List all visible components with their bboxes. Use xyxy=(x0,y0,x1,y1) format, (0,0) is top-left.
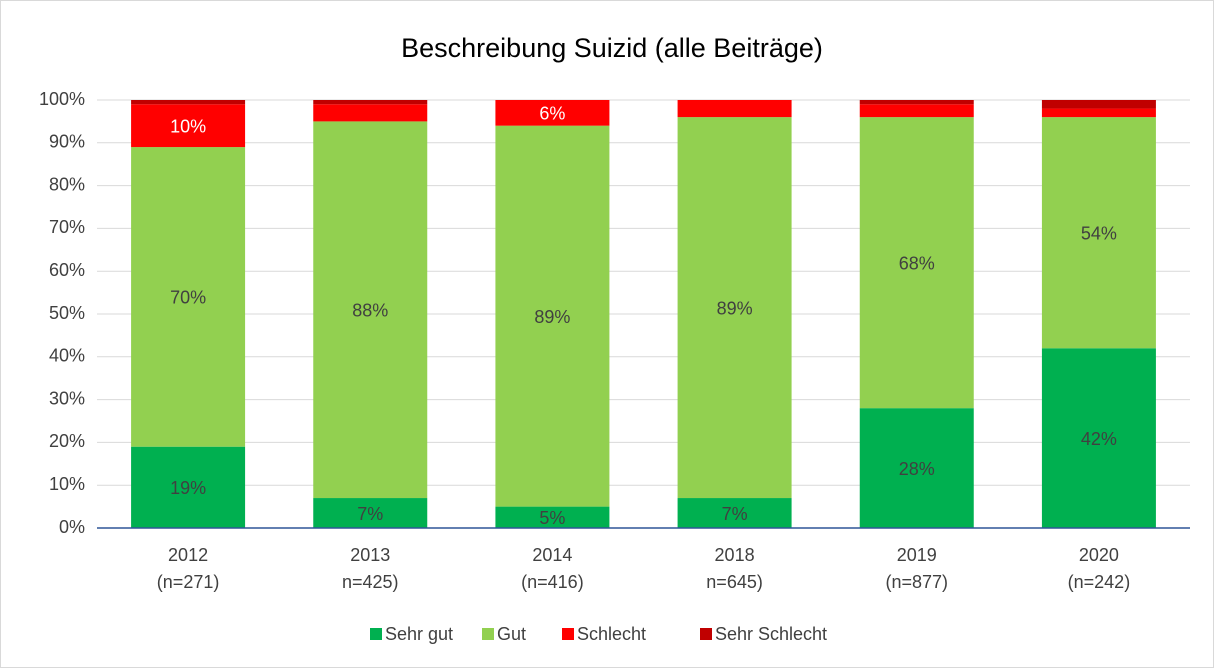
bar-segment xyxy=(1041,348,1156,528)
legend-swatch xyxy=(370,628,382,640)
y-tick-label: 60% xyxy=(49,260,85,280)
bar-segment xyxy=(1041,100,1156,109)
y-tick-label: 80% xyxy=(49,174,85,194)
x-tick-label: (n=271) xyxy=(157,572,220,592)
bar-segment xyxy=(495,125,610,507)
data-label: 70% xyxy=(170,288,206,308)
bar-segment xyxy=(677,498,792,528)
y-tick-label: 0% xyxy=(59,517,85,537)
data-label: 54% xyxy=(1081,223,1117,243)
x-tick-label: 2018 xyxy=(715,545,755,565)
x-tick-label: 2019 xyxy=(897,545,937,565)
data-label: 88% xyxy=(352,300,388,320)
data-label: 89% xyxy=(534,307,570,327)
bar-segment xyxy=(1041,117,1156,349)
y-tick-label: 90% xyxy=(49,132,85,152)
data-label: 5% xyxy=(539,508,565,528)
legend-label: Gut xyxy=(497,624,526,644)
chart-title: Beschreibung Suizid (alle Beiträge) xyxy=(401,33,823,63)
bar-segment xyxy=(131,446,246,528)
bar-segment xyxy=(859,100,974,105)
bar-segment xyxy=(495,100,610,126)
bar-segment xyxy=(313,121,428,499)
x-tick-label: 2012 xyxy=(168,545,208,565)
bar-segment xyxy=(131,104,246,148)
y-tick-label: 20% xyxy=(49,431,85,451)
y-tick-label: 10% xyxy=(49,474,85,494)
x-tick-label: 2014 xyxy=(532,545,572,565)
y-tick-label: 30% xyxy=(49,388,85,408)
x-tick-label: (n=242) xyxy=(1068,572,1131,592)
data-label: 28% xyxy=(899,459,935,479)
y-tick-label: 70% xyxy=(49,217,85,237)
bar-segment xyxy=(859,117,974,409)
bar-segment xyxy=(859,104,974,118)
legend-swatch xyxy=(482,628,494,640)
bar-segment xyxy=(313,498,428,528)
bar-segment xyxy=(1041,108,1156,118)
data-label: 89% xyxy=(717,298,753,318)
bar-segment xyxy=(313,100,428,105)
data-label: 42% xyxy=(1081,429,1117,449)
y-tick-label: 40% xyxy=(49,346,85,366)
data-label: 7% xyxy=(722,504,748,524)
x-tick-label: 2013 xyxy=(350,545,390,565)
legend-label: Sehr Schlecht xyxy=(715,624,827,644)
x-tick-label: (n=416) xyxy=(521,572,584,592)
bar-segment xyxy=(131,100,246,105)
x-tick-label: 2020 xyxy=(1079,545,1119,565)
x-tick-label: (n=877) xyxy=(885,572,948,592)
x-tick-label: n=645) xyxy=(706,572,763,592)
bar-segment xyxy=(495,506,610,528)
x-tick-label: n=425) xyxy=(342,572,399,592)
bar-segment xyxy=(859,408,974,528)
legend-swatch xyxy=(562,628,574,640)
bar-segment xyxy=(677,100,792,118)
y-tick-label: 100% xyxy=(39,89,85,109)
legend-swatch xyxy=(700,628,712,640)
data-label: 10% xyxy=(170,116,206,136)
bar-segment xyxy=(131,147,246,447)
data-label: 7% xyxy=(357,504,383,524)
data-label: 19% xyxy=(170,478,206,498)
legend-label: Sehr gut xyxy=(385,624,453,644)
y-tick-label: 50% xyxy=(49,303,85,323)
data-label: 68% xyxy=(899,253,935,273)
legend-label: Schlecht xyxy=(577,624,646,644)
bar-segment xyxy=(313,104,428,122)
bar-segment xyxy=(677,117,792,499)
data-label: 6% xyxy=(539,104,565,124)
